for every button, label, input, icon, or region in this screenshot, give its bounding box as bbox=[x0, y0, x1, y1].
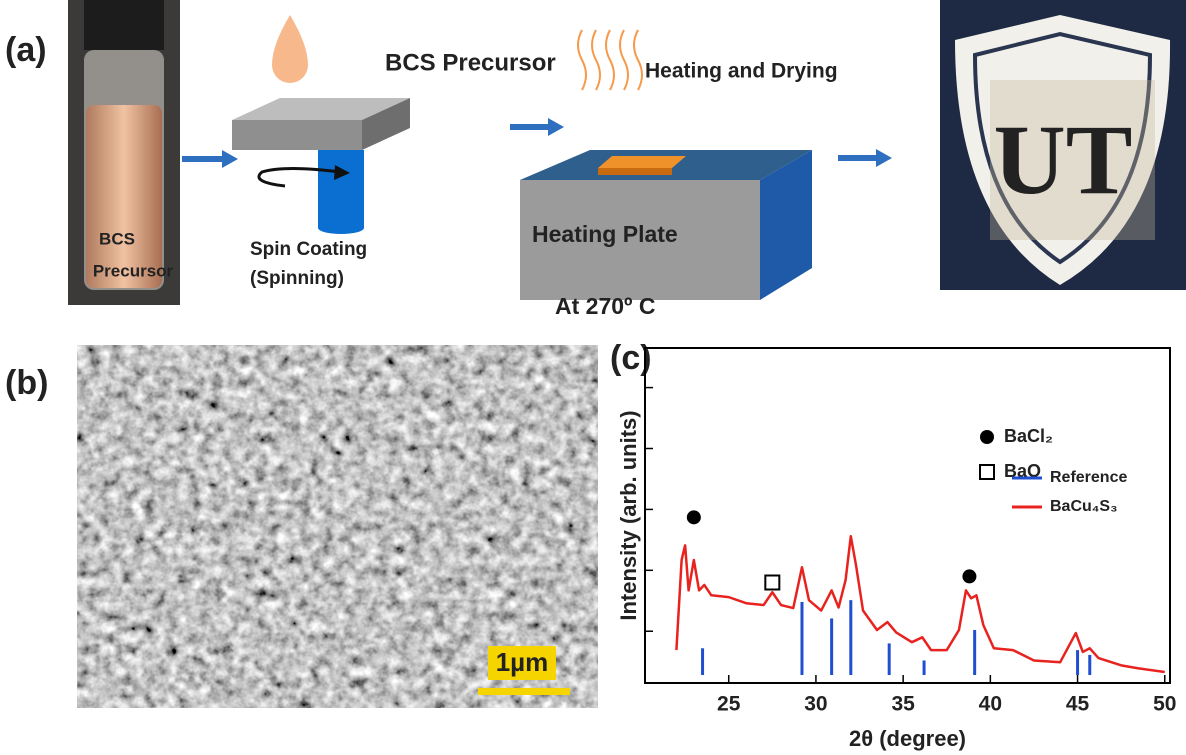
panel-label: (a) bbox=[5, 31, 47, 69]
phase-marker bbox=[962, 569, 976, 583]
phase-marker bbox=[765, 576, 779, 590]
legend-label: BaCl₂ bbox=[1004, 426, 1053, 446]
x-tick-label: 30 bbox=[804, 693, 827, 716]
x-tick-label: 25 bbox=[717, 693, 741, 716]
drop-label: BCS Precursor bbox=[385, 49, 556, 76]
y-axis-label: Intensity (arb. units) bbox=[616, 410, 641, 620]
vial-photo: BCS Precursor bbox=[68, 0, 180, 305]
x-tick-label: 50 bbox=[1153, 693, 1176, 716]
xrd-chart: 25 30 35 40 45 50 2θ (degree) Intensity (arb. u… bbox=[616, 348, 1177, 751]
plot-frame bbox=[645, 348, 1170, 683]
plate-label: Heating Plate bbox=[532, 221, 678, 247]
logo-photo: UT bbox=[940, 0, 1186, 290]
legend-symbol bbox=[980, 430, 994, 444]
scale-bar bbox=[478, 688, 570, 695]
heat-waves bbox=[578, 30, 642, 90]
heat-label: Heating and Drying bbox=[645, 60, 838, 83]
x-tick-label: 35 bbox=[891, 693, 915, 716]
figure: (a) BCS Precursor BCS Precursor Spin Coa… bbox=[0, 0, 1186, 755]
spin-label: (Spinning) bbox=[250, 268, 344, 289]
spin-coater bbox=[232, 98, 410, 234]
temp-label: At 270º C bbox=[555, 293, 655, 319]
x-axis-label: 2θ (degree) bbox=[849, 726, 966, 751]
legend-label: BaCu₄S₃ bbox=[1050, 498, 1117, 515]
vial-label: Precursor bbox=[93, 261, 174, 280]
phase-marker bbox=[687, 510, 701, 524]
spin-label: Spin Coating bbox=[250, 239, 367, 260]
x-tick-label: 40 bbox=[979, 693, 1002, 716]
panel-label: (b) bbox=[5, 364, 48, 402]
drop bbox=[272, 15, 308, 83]
logo-text: UT bbox=[994, 104, 1133, 215]
scale-bar-label: 1µm bbox=[496, 647, 549, 677]
vial-label: BCS bbox=[99, 229, 135, 248]
legend-label: Reference bbox=[1050, 469, 1127, 486]
legend-symbol bbox=[980, 465, 994, 479]
x-tick-label: 45 bbox=[1066, 693, 1090, 716]
xrd-line bbox=[676, 536, 1164, 672]
